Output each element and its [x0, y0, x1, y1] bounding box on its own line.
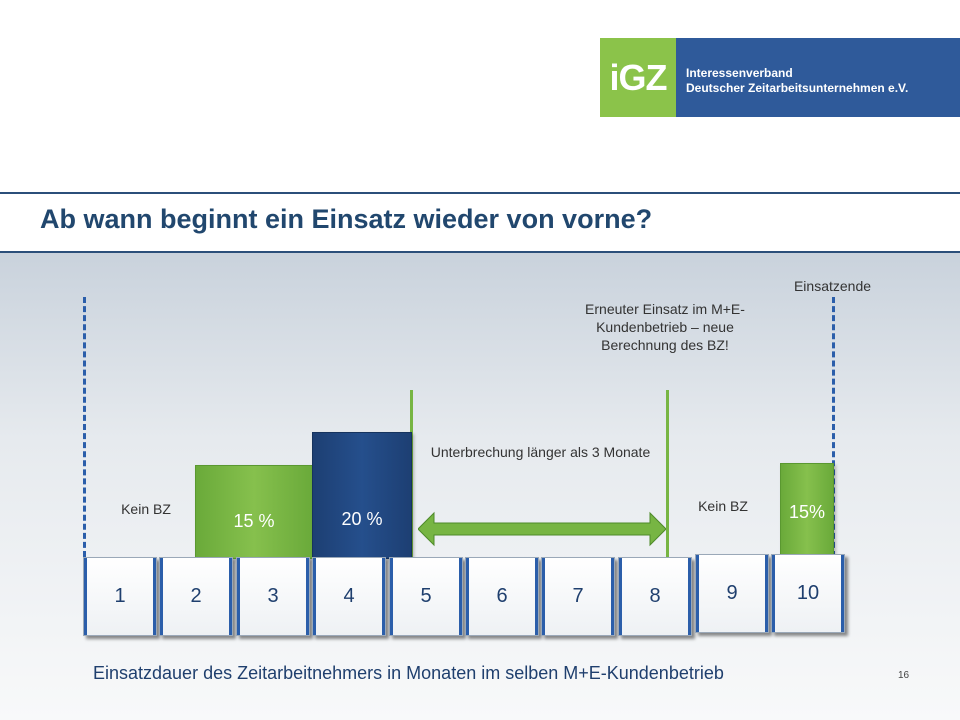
bar-15-percent: 15 %: [195, 465, 313, 559]
page-number: 16: [898, 670, 910, 681]
logo-line-2: Deutscher Zeitarbeitsunternehmen e.V.: [686, 81, 909, 95]
page-title: Ab wann beginnt ein Einsatz wieder von v…: [40, 204, 653, 234]
month-box-5: 5: [389, 557, 463, 636]
logo-mark: iGZ: [600, 38, 676, 117]
end-dashed-line: [832, 297, 835, 557]
month-box-10: 10: [771, 554, 845, 633]
logo-text: Interessenverband Deutscher Zeitarbeitsu…: [676, 38, 908, 117]
month-box-6: 6: [465, 557, 539, 636]
bar-20-percent: 20 %: [312, 432, 412, 559]
einsatzende-label: Einsatzende: [793, 278, 872, 294]
interruption-label: Unterbrechung länger als 3 Monate: [430, 444, 651, 460]
title-rule-bottom: [0, 251, 960, 253]
kein-bz-right-label: Kein BZ: [698, 498, 748, 514]
bar-15-percent-restart: 15%: [780, 463, 834, 559]
bar-label: 15 %: [233, 510, 275, 531]
month-box-2: 2: [159, 557, 233, 636]
logo-line-1: Interessenverband: [686, 66, 793, 80]
bar-label: 15%: [788, 501, 826, 522]
igz-logo: iGZ Interessenverband Deutscher Zeitarbe…: [600, 38, 960, 117]
month-box-9: 9: [695, 554, 769, 633]
interruption-end-line: [666, 390, 669, 557]
month-box-1: 1: [83, 557, 157, 636]
kein-bz-left-label: Kein BZ: [121, 501, 171, 517]
erneuter-einsatz-label: Erneuter Einsatz im M+E-Kundenbetrieb – …: [585, 301, 745, 353]
axis-description: Einsatzdauer des Zeitarbeitnehmers in Mo…: [93, 663, 724, 683]
double-arrow-icon: [418, 511, 666, 547]
month-box-3: 3: [236, 557, 310, 636]
month-box-7: 7: [541, 557, 615, 636]
month-box-8: 8: [618, 557, 692, 636]
start-dashed-line: [83, 297, 86, 557]
month-box-4: 4: [312, 557, 386, 636]
bar-label: 20 %: [341, 509, 383, 529]
title-rule-top: [0, 192, 960, 194]
